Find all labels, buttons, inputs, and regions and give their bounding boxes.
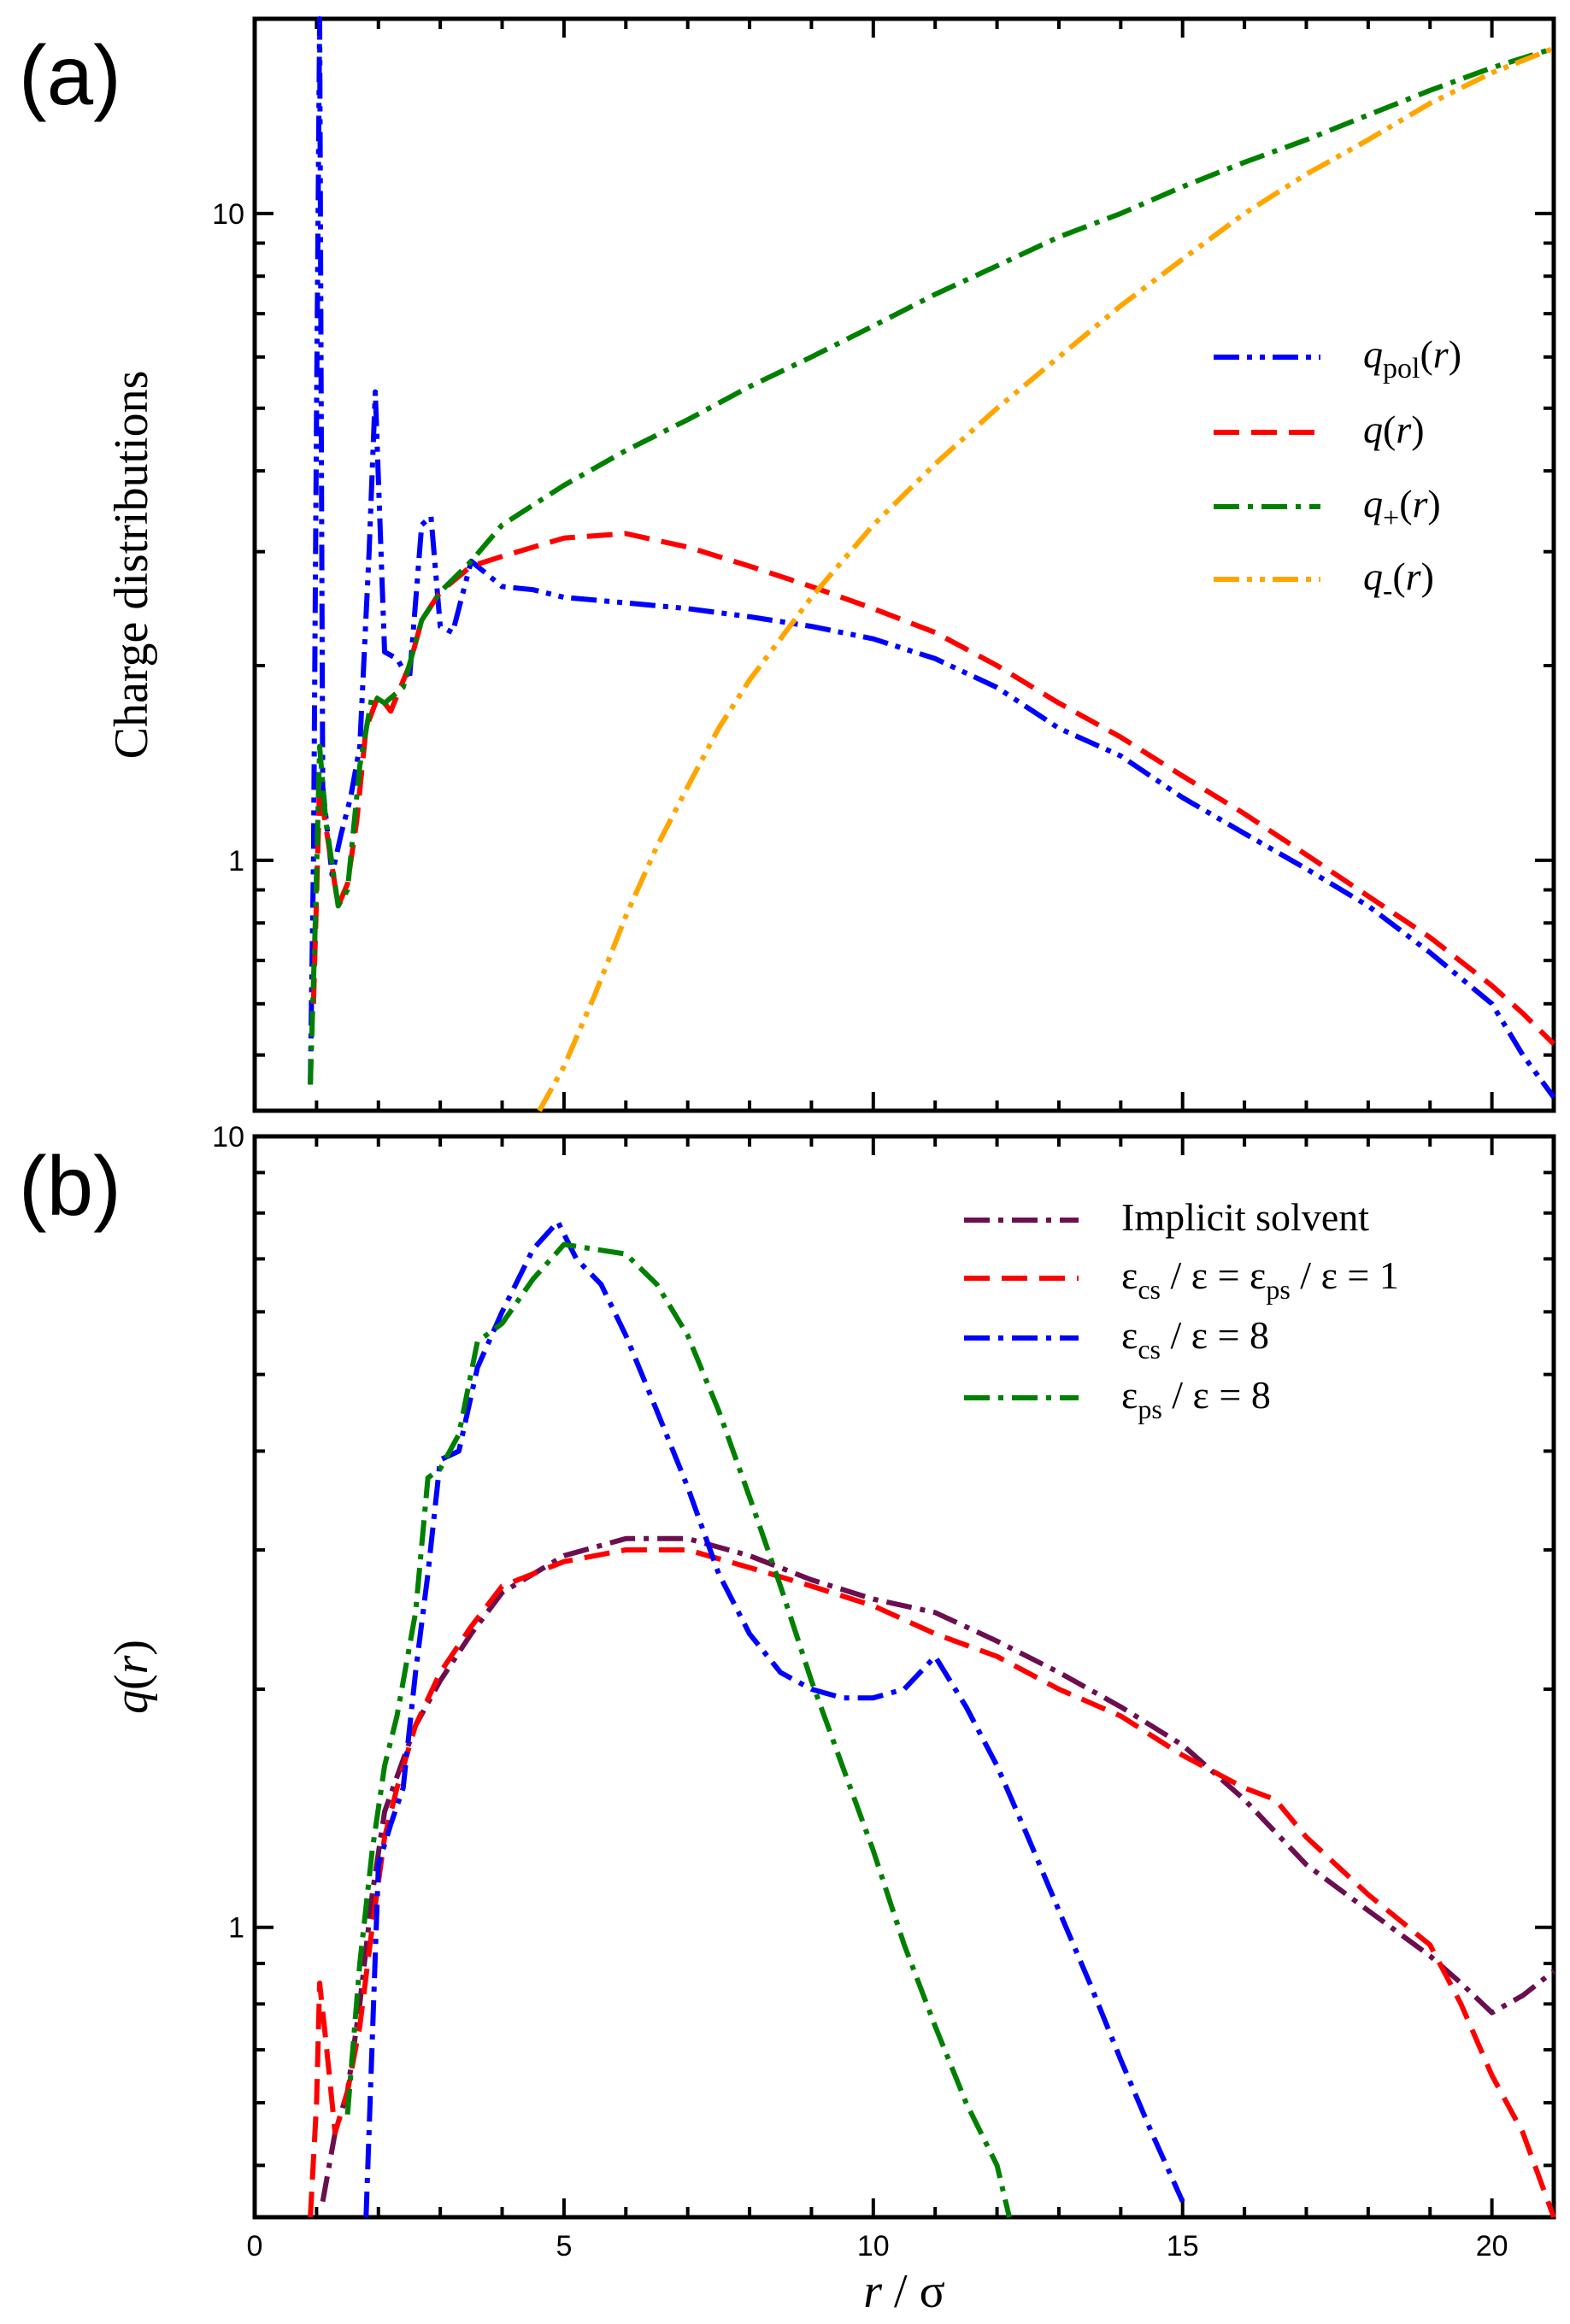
panel-b-frame: [252, 1134, 1556, 2220]
legend-label: εps / ε = 8: [1121, 1373, 1271, 1424]
panel-b-ticks: [253, 1135, 1555, 2217]
x-tick-labels: 0 5 10 15 20: [247, 2230, 1508, 2262]
panel-a-frame: [252, 16, 1556, 1113]
legend-label: Implicit solvent: [1121, 1195, 1369, 1239]
x-tick-label: 5: [556, 2230, 572, 2262]
series-line-b-1: [308, 1547, 1556, 2219]
legend-label: εcs / ε = εps / ε = 1: [1121, 1253, 1399, 1305]
x-tick-label: 20: [1476, 2230, 1508, 2262]
panel-b-y-axis-title: q(r): [105, 1640, 158, 1714]
panel-a-y-axis-title: Charge distributions: [105, 371, 158, 760]
legend-item-a-0: qpol(r): [1214, 332, 1461, 384]
legend-label: q(r): [1363, 408, 1425, 451]
panel-a-series: [308, 16, 1556, 1112]
series-line-a-2: [308, 45, 1555, 1085]
legend-item-b-1: εcs / ε = εps / ε = 1: [964, 1253, 1399, 1305]
series-line-a-0: [308, 16, 1556, 1100]
legend-label: q+(r): [1363, 482, 1441, 534]
series-line-a-1: [310, 531, 1556, 1047]
legend-item-a-1: q(r): [1214, 408, 1425, 451]
panel-a: (a) 1 10 Charge distributions qpol(r) q(r)…: [19, 16, 1556, 1113]
y-tick-label: 10: [212, 198, 244, 231]
y-tick-label: 1: [228, 845, 244, 877]
x-tick-label: 15: [1167, 2230, 1199, 2262]
legend-item-b-0: Implicit solvent: [964, 1195, 1369, 1239]
x-tick-label: 0: [247, 2230, 263, 2262]
legend-label: εcs / ε = 8: [1121, 1313, 1269, 1364]
y-tick-label: 1: [228, 1912, 244, 1945]
panel-a-legend: qpol(r) q(r) q+(r) q-(r): [1214, 332, 1461, 607]
x-tick-label: 10: [857, 2230, 890, 2262]
legend-item-a-2: q+(r): [1214, 482, 1441, 534]
legend-item-b-2: εcs / ε = 8: [964, 1313, 1269, 1364]
y-tick-label: 10: [212, 1121, 244, 1153]
panel-b-legend: Implicit solvent εcs / ε = εps / ε = 1 εcs…: [964, 1195, 1399, 1424]
x-axis-title: r / σ: [863, 2265, 945, 2318]
legend-label: qpol(r): [1363, 332, 1461, 384]
legend-item-a-3: q-(r): [1214, 555, 1434, 607]
panel-a-label: (a): [19, 28, 121, 122]
panel-b: (b) 1 10 q(r) Implicit solvent εcs / ε = ε…: [19, 1121, 1556, 2220]
panel-b-y-tick-labels: 1 10: [212, 1121, 244, 1945]
series-line-b-2: [363, 1218, 1185, 2218]
legend-label: q-(r): [1363, 555, 1434, 607]
panel-b-series: [308, 1218, 1556, 2219]
panel-a-y-tick-labels: 1 10: [212, 198, 244, 877]
legend-item-b-3: εps / ε = 8: [964, 1373, 1271, 1424]
series-line-a-3: [537, 45, 1555, 1112]
panel-a-ticks: [253, 17, 1555, 1111]
series-line-b-0: [320, 1535, 1555, 2203]
panel-b-label: (b): [19, 1139, 121, 1233]
series-line-b-3: [344, 1241, 1012, 2218]
